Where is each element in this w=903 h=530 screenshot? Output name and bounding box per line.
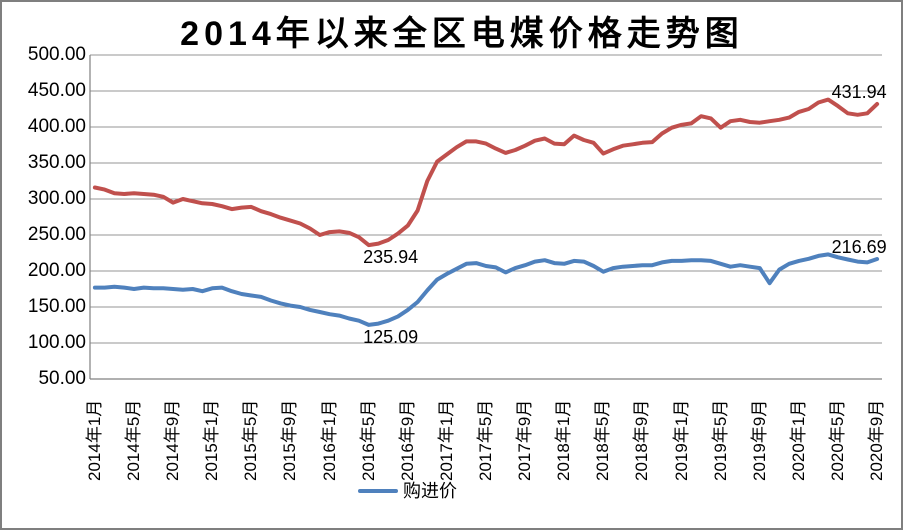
x-tick-label: 2016年1月: [319, 399, 339, 481]
x-tick-label: 2016年9月: [397, 399, 417, 481]
x-tick-label: 2017年9月: [515, 399, 535, 481]
x-tick-label: 2015年1月: [202, 399, 222, 481]
y-tick-label: 50.00: [38, 368, 86, 389]
x-tick-label: 2017年5月: [476, 399, 495, 481]
x-tick-label: 2015年9月: [280, 399, 300, 481]
x-tick-label: 2019年5月: [710, 399, 730, 481]
x-tick-label: 2020年9月: [867, 399, 887, 481]
x-tick-label: 2014年9月: [163, 399, 183, 481]
data-point-label: 125.09: [363, 326, 419, 347]
x-tick-label: 2014年1月: [84, 399, 104, 481]
y-tick-label: 500.00: [27, 44, 86, 65]
y-tick-label: 150.00: [27, 296, 86, 317]
chart-title: 2014年以来全区电煤价格走势图: [180, 15, 744, 53]
x-tick-label: 2018年9月: [632, 399, 652, 481]
x-tick-label: 2019年1月: [671, 399, 691, 481]
x-tick-label: 2018年5月: [593, 399, 613, 481]
y-tick-label: 100.00: [27, 332, 86, 353]
data-point-label: 431.94: [831, 82, 887, 102]
y-tick-label: 400.00: [27, 116, 86, 137]
legend: 购进价: [358, 481, 457, 501]
y-tick-label: 200.00: [27, 260, 86, 281]
legend-line-swatch: [358, 489, 398, 493]
series-line-购进价: [92, 252, 880, 327]
x-tick-label: 2019年9月: [749, 399, 769, 481]
x-tick-label: 2014年5月: [124, 399, 143, 481]
x-tick-label: 2015年5月: [241, 399, 261, 481]
data-point-label: 216.69: [831, 236, 887, 257]
series-line-0: [92, 97, 880, 248]
x-tick-label: 2020年5月: [828, 399, 847, 481]
legend-label: 购进价: [403, 481, 457, 501]
x-tick-label: 2017年1月: [436, 399, 456, 481]
x-tick-label: 2020年1月: [788, 399, 808, 481]
y-tick-label: 450.00: [27, 80, 86, 101]
y-tick-label: 350.00: [27, 152, 86, 173]
data-point-label: 235.94: [363, 247, 419, 268]
x-tick-label: 2016年5月: [358, 399, 378, 481]
x-tick-label: 2018年1月: [554, 399, 574, 481]
y-tick-label: 250.00: [27, 224, 86, 245]
y-tick-label: 300.00: [27, 188, 86, 209]
